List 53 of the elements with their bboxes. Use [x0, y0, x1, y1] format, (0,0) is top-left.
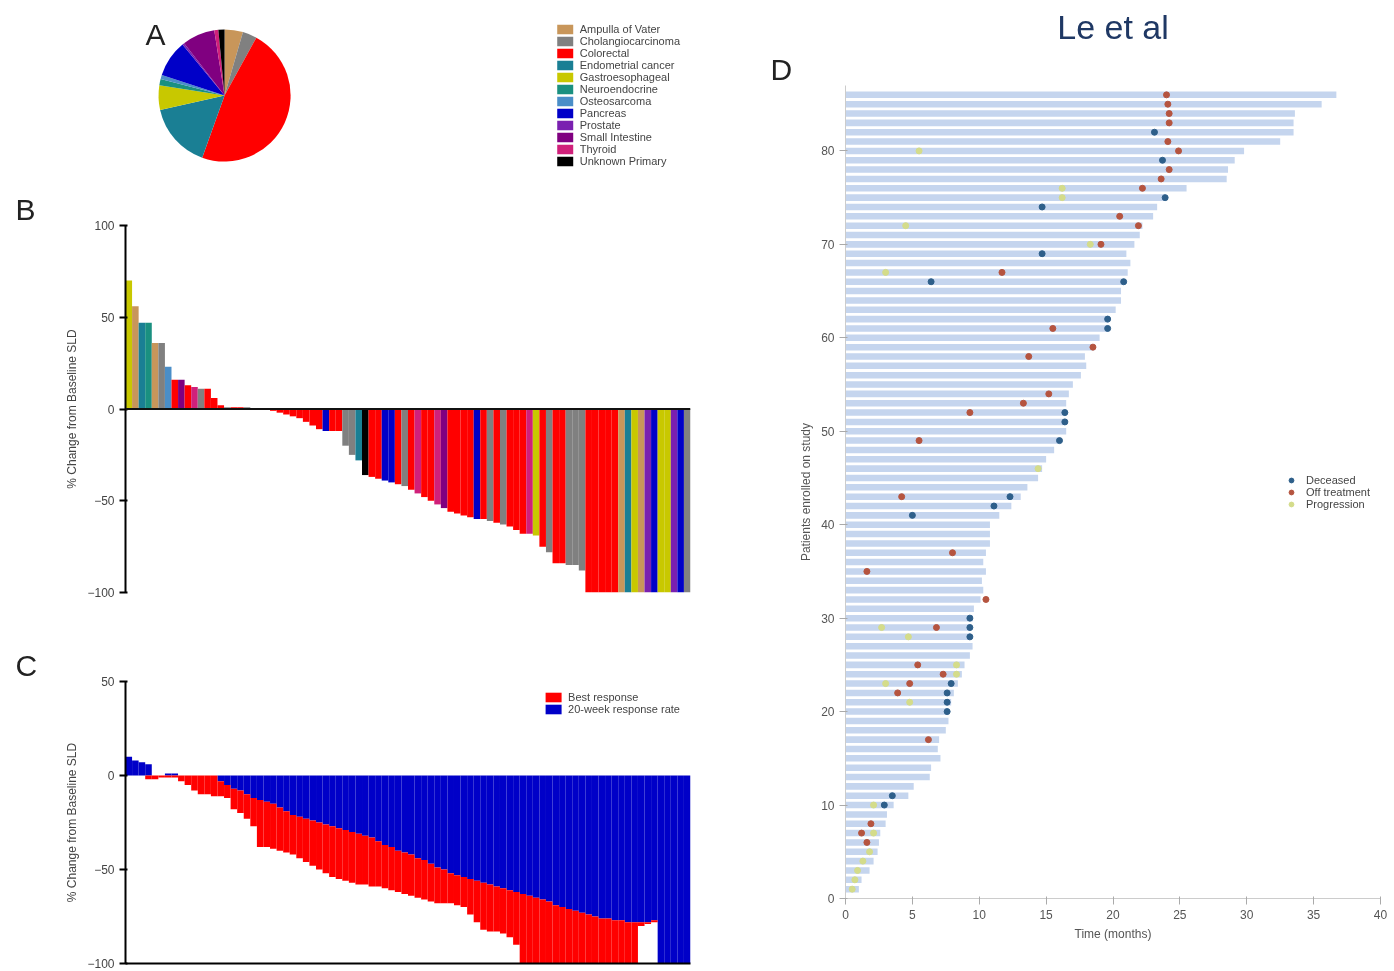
y-tick-label: 50	[101, 675, 115, 689]
y-tick-label: −50	[94, 863, 115, 877]
y-tick-label: 50	[821, 424, 835, 439]
legend-label: Neuroendocrine	[579, 83, 658, 95]
legend-label: Colorectal	[579, 47, 630, 59]
y-tick-label: 0	[107, 769, 115, 783]
y-tick-label: 20	[821, 705, 835, 720]
text: A	[145, 17, 166, 51]
y-tick-label: 60	[821, 331, 835, 346]
legend-label: Cholangiocarcinoma	[579, 35, 680, 47]
y-axis-title: % Change from Baseline SLD	[65, 328, 80, 489]
y-tick-label: −100	[87, 586, 115, 600]
y-tick-label: 0	[107, 402, 115, 417]
x-tick-label: 10	[972, 907, 987, 922]
text: D	[770, 52, 793, 86]
chart-title: Le et al	[1057, 7, 1169, 46]
x-tick-label: 35	[1306, 907, 1321, 922]
legend-label: Pancreas	[579, 107, 627, 119]
y-axis-title: % Change from Baseline SLD	[65, 742, 80, 903]
y-tick-label: 70	[821, 237, 835, 252]
legend-label: Thyroid	[579, 143, 617, 155]
legend-label: Gastroesophageal	[579, 71, 670, 83]
y-tick-label: 80	[821, 144, 835, 159]
x-tick-label: 40	[1373, 907, 1388, 922]
legend-label: Best response	[568, 691, 639, 703]
legend-label: Ampulla of Vater	[579, 23, 661, 35]
legend-label: Progression	[1306, 497, 1365, 510]
text: B	[15, 192, 36, 226]
y-tick-label: 40	[821, 518, 835, 533]
y-tick-label: −50	[94, 494, 115, 509]
legend-label: Endometrial cancer	[579, 59, 675, 71]
x-axis-title: Time (months)	[1074, 926, 1152, 941]
legend-label: Prostate	[579, 119, 621, 131]
x-tick-label: 25	[1173, 907, 1187, 922]
legend-label: Osteosarcoma	[579, 95, 652, 107]
x-tick-label: 5	[909, 907, 917, 922]
legend-label: Off treatment	[1306, 485, 1370, 498]
legend-label: Unknown Primary	[579, 155, 667, 167]
y-axis-title: Patients enrolled on study	[799, 422, 814, 562]
x-tick-label: 20	[1106, 907, 1120, 922]
legend-label: Deceased	[1306, 473, 1356, 486]
legend-label: Small Intestine	[579, 131, 652, 143]
y-tick-label: −100	[87, 957, 115, 971]
y-tick-label: 0	[827, 892, 835, 906]
legend-label: 20-week response rate	[568, 703, 680, 715]
y-tick-label: 100	[94, 219, 115, 233]
y-tick-label: 50	[101, 310, 115, 325]
x-tick-label: 15	[1039, 907, 1054, 922]
y-tick-label: 10	[821, 798, 835, 813]
x-tick-label: 0	[842, 907, 850, 922]
x-tick-label: 30	[1240, 907, 1254, 922]
text: C	[15, 648, 38, 682]
y-tick-label: 30	[821, 611, 835, 626]
